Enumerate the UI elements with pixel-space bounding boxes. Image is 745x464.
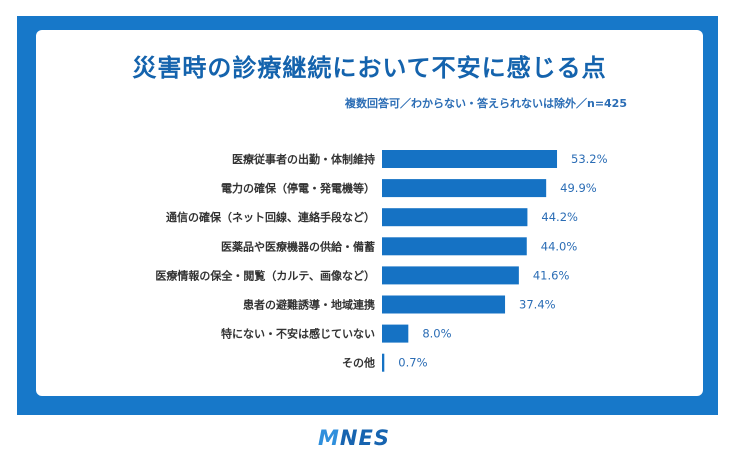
category-label: 通信の確保（ネット回線、連絡手段など） xyxy=(166,210,375,224)
value-label: 49.9% xyxy=(560,181,597,195)
value-label: 41.6% xyxy=(533,268,570,282)
category-label: 患者の避難誘導・地域連携 xyxy=(243,298,375,312)
bar xyxy=(382,266,519,285)
category-label: 電力の確保（停電・発電機等） xyxy=(221,181,375,195)
bar xyxy=(382,150,558,168)
mnes-logo: MNES xyxy=(318,426,390,450)
value-label: 44.2% xyxy=(541,210,578,224)
logo-letters: NES xyxy=(339,426,390,450)
value-label: 53.2% xyxy=(571,152,608,166)
category-label: 医療情報の保全・閲覧（カルテ、画像など） xyxy=(155,268,375,282)
bar xyxy=(382,295,506,314)
footer xyxy=(0,415,745,464)
logo-letter-m: M xyxy=(318,426,340,450)
value-label: 8.0% xyxy=(422,327,451,341)
chart-subtitle: 複数回答可／わからない・答えられないは除外／n=425 xyxy=(344,97,627,110)
value-label: 0.7% xyxy=(398,356,427,370)
value-label: 44.0% xyxy=(541,239,578,253)
bar xyxy=(382,237,527,256)
chart-card xyxy=(36,30,703,396)
chart-title: 災害時の診療継続において不安に感じる点 xyxy=(132,54,607,82)
bar xyxy=(382,324,409,343)
bar xyxy=(382,353,385,372)
category-label: 医薬品や医療機器の供給・備蓄 xyxy=(221,239,375,253)
category-label: 特にない・不安は感じていない xyxy=(221,327,375,341)
value-label: 37.4% xyxy=(519,298,556,312)
category-label: その他 xyxy=(342,356,375,370)
bar xyxy=(382,179,547,198)
category-label: 医療従事者の出勤・体制維持 xyxy=(232,152,375,166)
bar xyxy=(382,208,528,227)
